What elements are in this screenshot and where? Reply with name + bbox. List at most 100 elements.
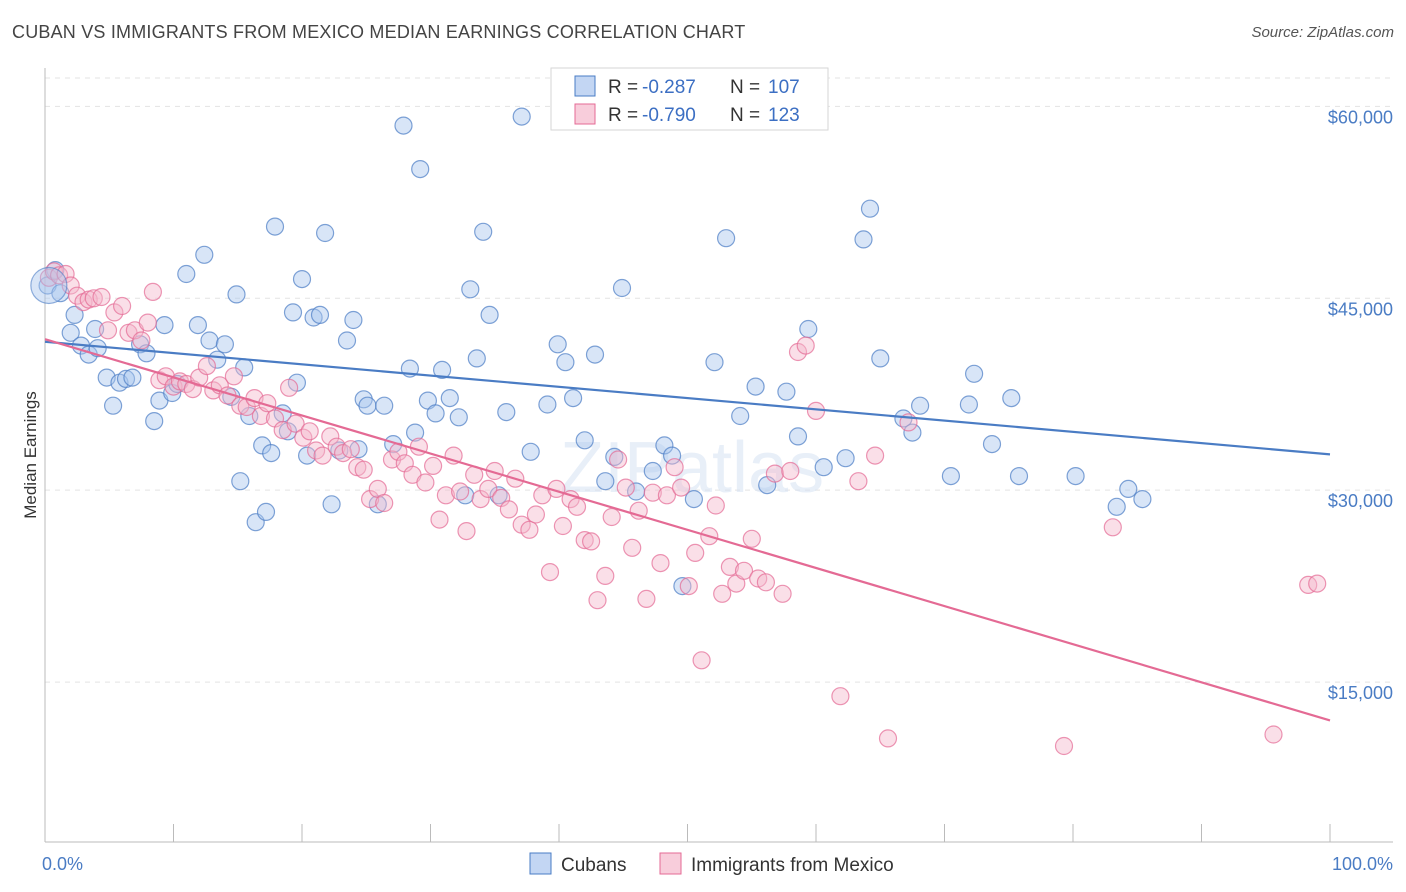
correlation-legend: R = -0.287 N = 107 R = -0.790 N = 123 [550,67,829,131]
cuban-point [854,230,873,249]
cuban-point [358,396,377,415]
mexico-point [430,510,449,529]
cuban-point [982,435,1002,454]
cuban-point [155,316,174,335]
x-tick-label: 100.0% [1332,854,1393,874]
mexico-point [156,367,175,386]
cuban-point [256,502,276,521]
cuban-point [310,305,330,324]
mexico-point [849,472,868,491]
mexico-point [280,378,299,397]
mexico-point [657,486,677,505]
cuban-point [497,403,516,422]
legend-r-label: R = [608,105,638,126]
cuban-point [61,323,80,342]
mexico-point [92,287,111,307]
cuban-point [262,444,281,463]
cuban-point [188,316,207,335]
cuban-point [337,331,357,350]
mexico-point [706,496,725,515]
mexico-point [616,478,635,497]
cuban-point [227,285,246,304]
cuban-point [1107,497,1126,516]
cuban-point [521,442,540,461]
mexico-point [286,414,305,433]
mexico-point [575,530,594,550]
y-tick-label: $60,000 [1328,107,1393,127]
legend-n-label: N = [730,77,760,98]
mexico-point [742,529,761,548]
mexico-point [720,557,740,577]
cuban-point [480,305,499,324]
mexico-point [112,296,132,316]
data-points [30,107,1327,756]
mexico-point [375,493,394,513]
mexico-point [713,584,732,603]
mexico-point [796,336,815,355]
legend-r-value: -0.287 [642,77,696,98]
series-legend-label: Cubans [561,855,627,876]
cuban-point [716,229,736,248]
mexico-point [321,427,340,446]
chart-source: Source: ZipAtlas.com [1251,24,1394,41]
cuban-point [836,449,855,468]
y-axis-label: Median Earnings [21,391,40,519]
cuban-point [563,389,583,408]
cuban-point [426,404,445,423]
mexico-point [692,651,711,670]
mexico-point [49,266,69,285]
cuban-point [814,458,833,477]
mexico-point [341,440,360,459]
mexico-point [608,450,628,469]
mexico-point [84,289,103,308]
cuban-point [655,436,674,455]
mexico-point [424,456,443,475]
y-tick-label: $45,000 [1328,299,1393,319]
legend-r-value: -0.790 [642,105,696,126]
cuban-point [684,490,704,509]
cuban-point [860,199,880,218]
mexico-point [878,729,898,748]
watermark: ZIPatlas [560,428,824,508]
cuban-point [215,335,234,354]
cuban-point [959,395,979,414]
cuban-point [375,396,394,415]
cuban-point [941,467,961,486]
cuban-point [411,160,430,179]
cuban-point [440,389,459,408]
mexico-point [602,507,621,527]
mexico-point [1103,518,1122,537]
cuban-point [788,427,808,446]
cuban-point [538,395,557,414]
cuban-point [746,377,765,396]
mexico-point [436,486,455,505]
mexico-point [526,505,546,524]
mexico-point [643,483,662,502]
trend-lines [44,338,1331,722]
cuban-point [1119,479,1138,498]
cuban-point [316,223,335,243]
legend-n-value: 123 [768,105,800,126]
legend-n-label: N = [730,105,760,126]
mexico-point [300,422,319,441]
mexico-point [479,479,498,498]
cuban-point [292,270,312,289]
legend-swatch [574,75,596,97]
cuban-point [474,222,493,241]
x-tick-label: 0.0% [42,854,83,874]
mexico-point [588,591,607,610]
mexico-point [1054,736,1074,756]
chart-title: CUBAN VS IMMIGRANTS FROM MEXICO MEDIAN E… [12,22,746,42]
cuban-point [1002,389,1021,408]
legend-r-label: R = [608,77,638,98]
cuban-point [461,280,480,299]
mexico-point [637,589,656,609]
legend-swatch [574,103,596,125]
series-legend-swatch [529,852,552,875]
mexico-point [765,464,785,483]
cuban-point [1133,490,1152,509]
mexico-point [457,521,476,541]
mexico-point [567,497,587,516]
mexico-point [56,264,75,284]
series-legend: Cubans Immigrants from Mexico [529,852,894,876]
